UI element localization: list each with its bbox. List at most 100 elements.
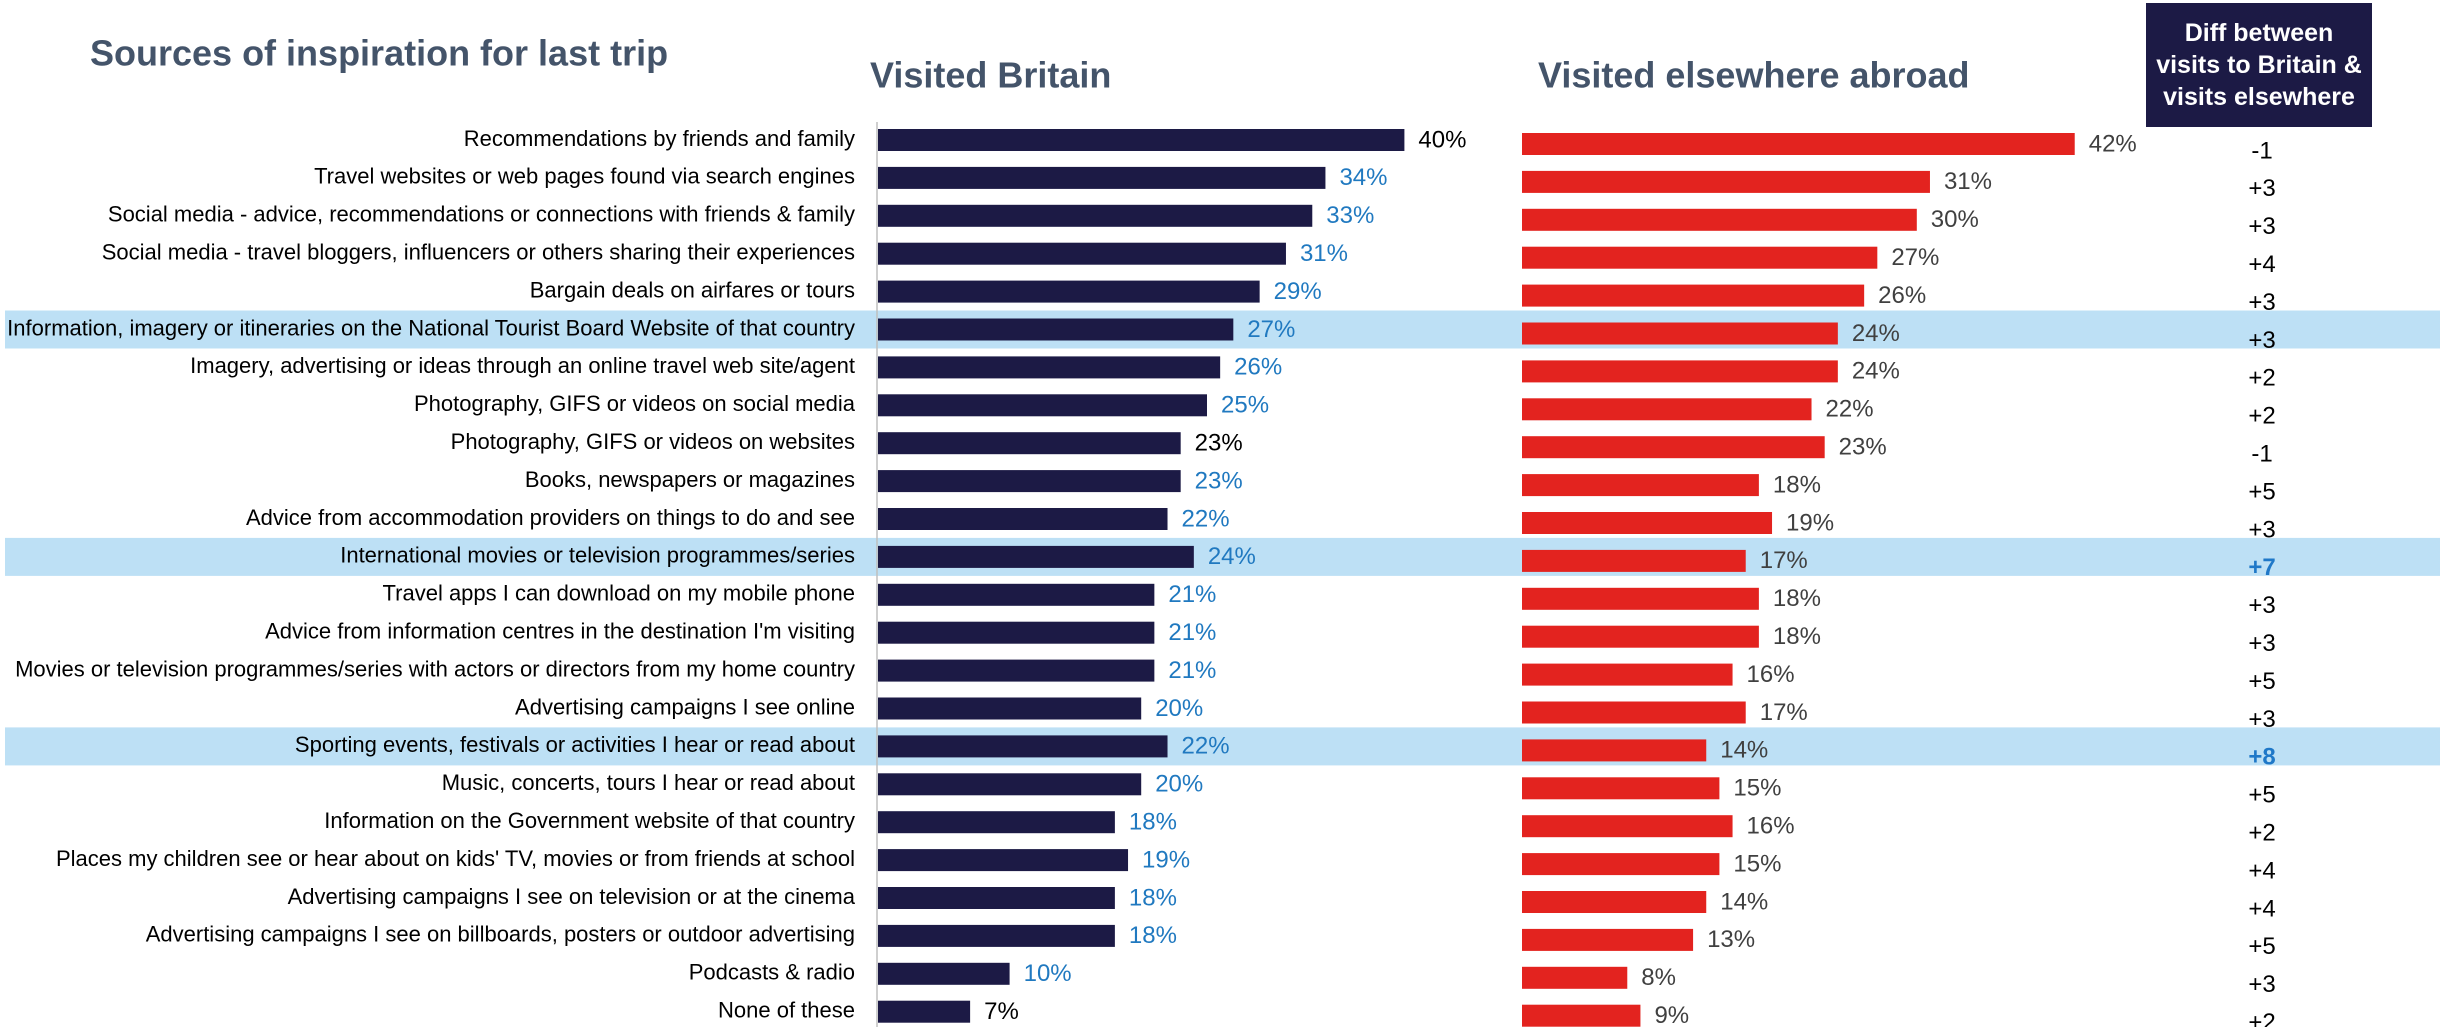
category-label: Advertising campaigns I see on billboard… — [146, 922, 855, 947]
bar — [1522, 853, 1720, 876]
diff-label: +3 — [2248, 327, 2275, 354]
value-label: 15% — [1733, 775, 1781, 802]
bar — [1522, 474, 1759, 497]
diff-header-box — [2146, 3, 2372, 127]
value-label: 18% — [1129, 884, 1177, 911]
panel-title: Visited elsewhere abroad — [1538, 55, 1970, 96]
value-label: 42% — [2089, 130, 2137, 157]
category-label: Recommendations by friends and family — [464, 126, 855, 151]
bar — [878, 129, 1405, 151]
bar — [1522, 966, 1628, 989]
highlight-bands — [5, 310, 2440, 766]
bar — [878, 318, 1234, 341]
value-label: 27% — [1247, 316, 1295, 343]
bar — [878, 735, 1168, 758]
value-label: 24% — [1852, 358, 1900, 385]
category-label: Bargain deals on airfares or tours — [530, 277, 855, 302]
category-label: Photography, GIFS or videos on social me… — [414, 391, 856, 416]
bar — [878, 280, 1260, 303]
category-label: Books, newspapers or magazines — [525, 467, 855, 492]
bar — [1522, 436, 1825, 459]
value-label: 24% — [1208, 543, 1256, 570]
category-label: Photography, GIFS or videos on websites — [451, 429, 855, 454]
bar — [878, 887, 1115, 909]
bar — [878, 242, 1286, 265]
category-label: Information on the Government website of… — [324, 808, 855, 833]
diff-label: +3 — [2248, 630, 2275, 657]
diff-label: +2 — [2248, 365, 2275, 392]
category-label: Information, imagery or itineraries on t… — [7, 315, 855, 340]
bar — [1522, 170, 1930, 193]
bar — [1522, 815, 1733, 838]
diff-label: +4 — [2248, 251, 2275, 278]
bar — [1522, 587, 1759, 610]
bar — [1522, 360, 1838, 383]
diff-label: +3 — [2248, 213, 2275, 240]
diff-label: +8 — [2248, 744, 2275, 771]
diff-label: +5 — [2248, 668, 2275, 695]
value-label: 23% — [1195, 467, 1243, 494]
bar — [878, 394, 1207, 417]
diff-label: +4 — [2248, 895, 2275, 922]
bar — [878, 621, 1155, 644]
value-label: 17% — [1760, 699, 1808, 726]
category-label: Podcasts & radio — [689, 960, 855, 985]
diff-label: -1 — [2251, 137, 2272, 164]
category-label: Imagery, advertising or ideas through an… — [190, 353, 855, 378]
bar — [1522, 777, 1720, 800]
value-label: 22% — [1826, 396, 1874, 423]
diff-label: +5 — [2248, 782, 2275, 809]
bar — [878, 962, 1010, 985]
value-label: 26% — [1234, 354, 1282, 381]
bar — [878, 849, 1129, 872]
highlight-band — [5, 537, 2440, 576]
diff-label: +2 — [2248, 403, 2275, 430]
bar — [878, 924, 1115, 947]
value-label: 18% — [1773, 623, 1821, 650]
bar — [1522, 398, 1812, 421]
value-label: 18% — [1773, 471, 1821, 498]
value-label: 18% — [1129, 922, 1177, 949]
value-label: 34% — [1339, 164, 1387, 191]
bar — [1522, 208, 1917, 231]
value-label: 27% — [1891, 244, 1939, 271]
bar — [1522, 549, 1746, 572]
diff-label: +3 — [2248, 592, 2275, 619]
category-label: Travel websites or web pages found via s… — [314, 164, 855, 189]
bar — [1522, 663, 1733, 686]
bar — [1522, 246, 1878, 269]
value-label: 18% — [1129, 809, 1177, 836]
diff-label: +3 — [2248, 516, 2275, 543]
value-label: 16% — [1747, 813, 1795, 840]
value-label: 21% — [1168, 657, 1216, 684]
value-label: 21% — [1168, 619, 1216, 646]
category-label: Movies or television programmes/series w… — [15, 656, 855, 681]
category-label: Places my children see or hear about on … — [56, 846, 855, 871]
diff-label: +2 — [2248, 1009, 2275, 1027]
diff-label: +2 — [2248, 820, 2275, 847]
value-label: 8% — [1641, 964, 1676, 991]
value-label: 22% — [1182, 733, 1230, 760]
diff-label: -1 — [2251, 441, 2272, 468]
value-label: 31% — [1300, 240, 1348, 267]
value-label: 30% — [1931, 206, 1979, 233]
value-label: 19% — [1142, 846, 1190, 873]
value-label: 21% — [1168, 581, 1216, 608]
value-label: 24% — [1852, 320, 1900, 347]
bar — [1522, 284, 1865, 307]
bar — [878, 166, 1326, 189]
value-label: 16% — [1747, 661, 1795, 688]
bar — [1522, 701, 1746, 724]
panel-title: Visited Britain — [870, 55, 1111, 96]
bar — [878, 356, 1221, 379]
bar — [1522, 928, 1694, 951]
value-label: 23% — [1839, 434, 1887, 461]
diff-label: +4 — [2248, 857, 2275, 884]
value-label: 26% — [1878, 282, 1926, 309]
diff-label: +3 — [2248, 289, 2275, 316]
value-label: 20% — [1155, 695, 1203, 722]
bar — [878, 204, 1313, 227]
category-label: None of these — [718, 998, 855, 1023]
value-label: 7% — [984, 998, 1019, 1025]
